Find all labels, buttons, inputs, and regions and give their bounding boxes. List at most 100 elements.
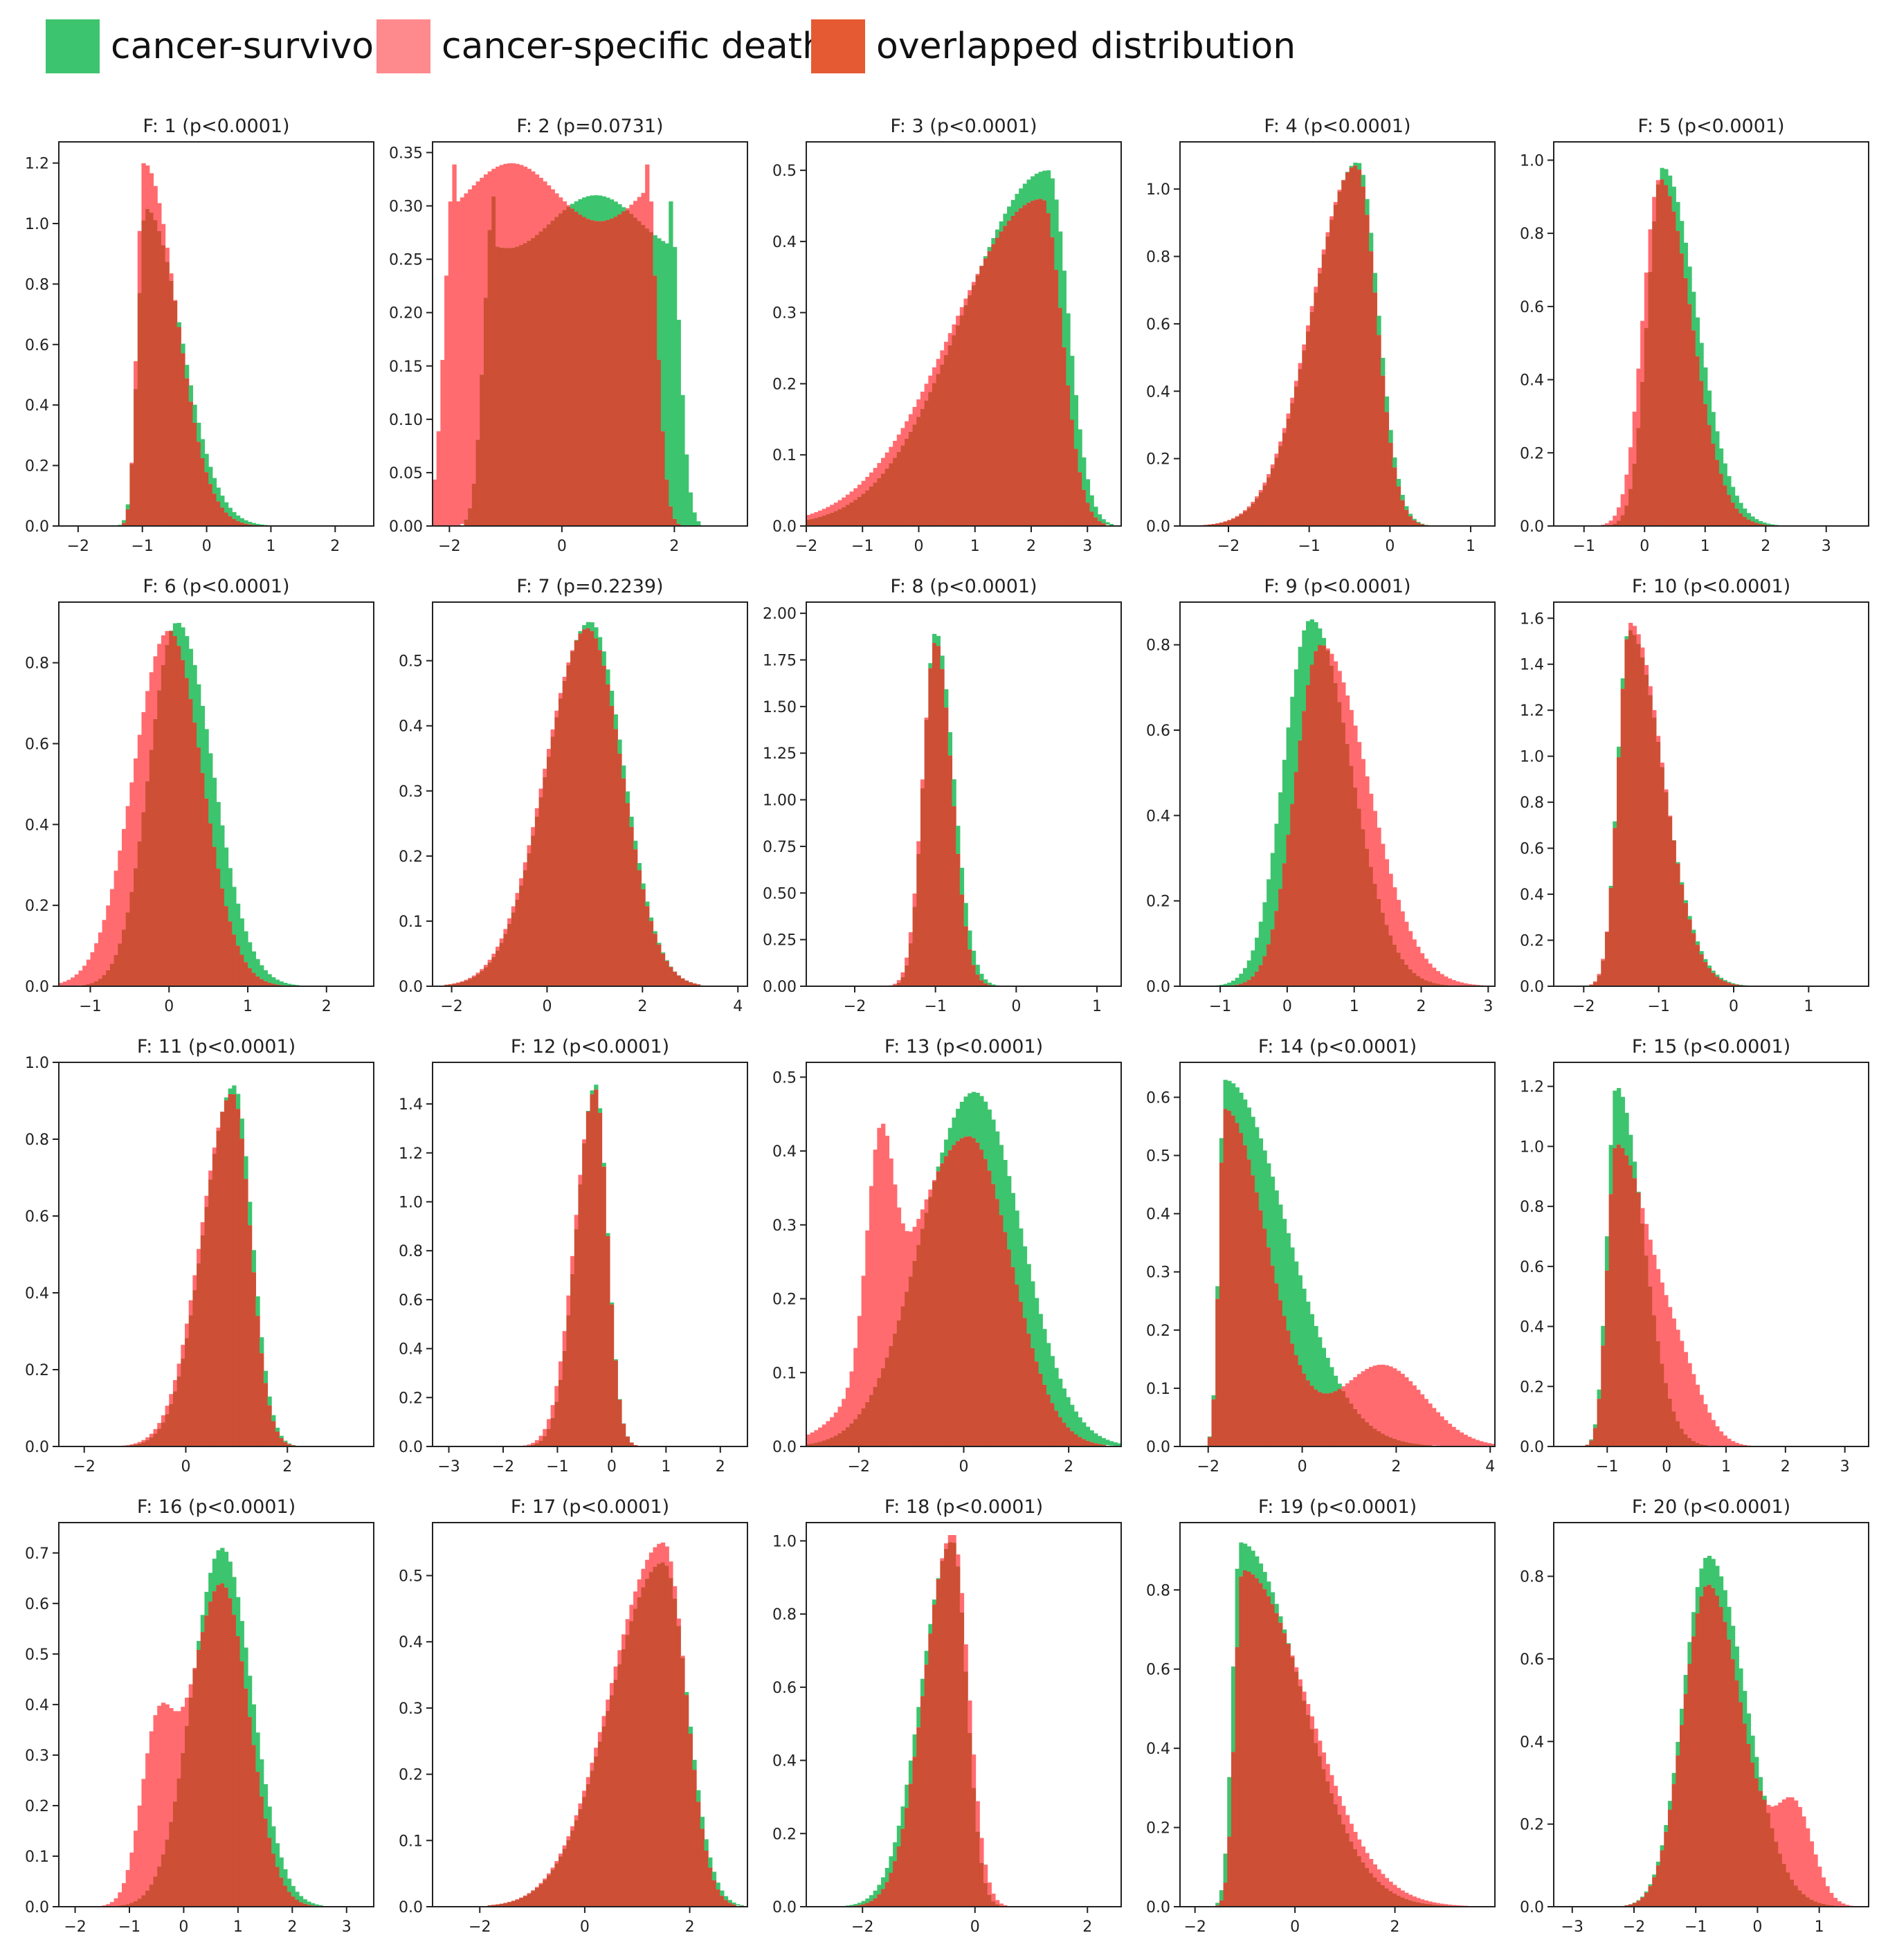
- histogram-bar-death: [1341, 1386, 1346, 1391]
- histogram-bar-death: [456, 201, 461, 526]
- histogram-bar-death: [968, 290, 972, 296]
- histogram-bar-overlap: [224, 1100, 229, 1446]
- histogram-bar-survivor: [1715, 1566, 1720, 1596]
- histogram-bar-death: [1770, 1806, 1775, 1829]
- histogram-bar-survivor: [1667, 175, 1673, 197]
- histogram-bar-overlap: [597, 650, 603, 986]
- histogram-bar-overlap: [696, 984, 701, 986]
- histogram-bar-overlap: [1687, 1664, 1692, 1907]
- histogram-bar-death: [157, 644, 162, 691]
- histogram-bar-overlap: [1227, 1836, 1232, 1907]
- histogram-bar-survivor: [1667, 1801, 1673, 1810]
- histogram-bar-overlap: [1321, 645, 1327, 986]
- histogram-bar-survivor: [669, 201, 673, 507]
- histogram-bar-overlap: [157, 230, 162, 526]
- histogram-bar-overlap: [814, 518, 819, 526]
- histogram-bar-survivor: [916, 1707, 921, 1727]
- histogram-bar-death: [1790, 1797, 1795, 1880]
- histogram-bar-death: [916, 399, 921, 417]
- histogram-bar-death: [582, 1790, 587, 1797]
- histogram-bar-overlap: [995, 237, 1000, 526]
- histogram-bar-overlap: [1412, 972, 1417, 986]
- histogram-bar-death: [550, 189, 555, 221]
- histogram-bar-overlap: [845, 1427, 851, 1446]
- histogram-bar-death: [1400, 1374, 1405, 1442]
- histogram-bar-survivor: [1711, 412, 1716, 444]
- histogram-bar-survivor: [1620, 1096, 1625, 1148]
- histogram-bar-overlap: [260, 1796, 264, 1907]
- histogram-bar-death: [562, 676, 567, 681]
- x-tick-label: 2: [1064, 1458, 1073, 1476]
- histogram-bar-overlap: [239, 1138, 244, 1446]
- histogram-bar-survivor: [1680, 1708, 1685, 1725]
- histogram-bar-overlap: [1207, 524, 1213, 526]
- histogram-bar-survivor: [893, 1842, 898, 1862]
- histogram-bar-death: [680, 1655, 685, 1658]
- histogram-bar-overlap: [979, 980, 984, 986]
- histogram-bar-overlap: [1309, 1386, 1314, 1446]
- histogram-bar-overlap: [534, 1887, 540, 1907]
- histogram-bar-survivor: [574, 639, 579, 641]
- histogram-bar-death: [1636, 368, 1641, 428]
- histogram-bar-overlap: [574, 1820, 579, 1907]
- histogram-bar-overlap: [145, 1440, 150, 1446]
- histogram-bar-overlap: [1655, 184, 1661, 526]
- subplot-title: F: 7 (p=0.2239): [516, 576, 663, 597]
- histogram-bar-death: [1286, 413, 1291, 419]
- subplot-8: F: 8 (p<0.0001)−2 −1 0 10.000.250.500.751.0…: [763, 576, 1122, 1015]
- histogram-bar-overlap: [263, 1383, 269, 1446]
- histogram-bar-overlap: [153, 1433, 158, 1446]
- histogram-bar-death: [814, 1430, 819, 1443]
- histogram-bar-overlap: [912, 1757, 917, 1907]
- histogram-bar-overlap: [924, 1664, 929, 1907]
- histogram-bar-overlap: [1255, 971, 1260, 986]
- plot-frame: [58, 141, 374, 527]
- histogram-bar-death: [956, 316, 961, 326]
- histogram-bar-death: [487, 959, 492, 963]
- histogram-bar-overlap: [633, 1608, 638, 1907]
- y-tick-label: 0.2: [25, 458, 49, 475]
- histogram-bar-death: [814, 512, 819, 518]
- histogram-bar-overlap: [1412, 1901, 1417, 1907]
- y-tick-label: 1.2: [25, 156, 49, 173]
- histogram-bar-overlap: [1377, 1431, 1381, 1446]
- histogram-bar-survivor: [125, 504, 130, 509]
- histogram-bar-overlap: [1022, 205, 1028, 526]
- histogram-bar-overlap: [511, 247, 516, 526]
- legend-swatch-death: [376, 19, 430, 73]
- histogram-bar-survivor: [968, 930, 972, 950]
- histogram-bar-overlap: [621, 211, 626, 526]
- histogram-bar-overlap: [932, 383, 937, 526]
- histogram-bar-survivor: [244, 931, 248, 963]
- histogram-bar-survivor: [947, 732, 953, 756]
- histogram-bar-overlap: [648, 920, 654, 986]
- histogram-bar-overlap: [1743, 516, 1748, 526]
- histogram-bar-overlap: [480, 971, 484, 986]
- histogram-bar-overlap: [641, 1587, 646, 1907]
- histogram-bar-survivor: [944, 689, 949, 708]
- histogram-bar-overlap: [1419, 978, 1425, 986]
- histogram-bar-overlap: [999, 231, 1004, 526]
- histogram-bar-overlap: [1652, 717, 1657, 986]
- histogram-bar-overlap: [601, 221, 606, 526]
- histogram-bar-overlap: [704, 1850, 709, 1907]
- histogram-bar-survivor: [1227, 1080, 1232, 1111]
- histogram-bar-overlap: [1392, 1893, 1397, 1907]
- histogram-bar-death: [1329, 216, 1334, 220]
- x-tick-label: 3: [342, 1918, 352, 1936]
- x-tick-label: 1: [243, 998, 253, 1015]
- histogram-bar-death: [499, 165, 504, 248]
- y-tick-label: 0.2: [772, 376, 797, 393]
- histogram-bar-overlap: [279, 1877, 284, 1907]
- histogram-bar-overlap: [1608, 887, 1613, 986]
- y-tick-label: 0.00: [763, 979, 797, 996]
- histogram-bar-overlap: [1015, 211, 1019, 526]
- histogram-bar-overlap: [625, 210, 630, 526]
- histogram-bar-overlap: [936, 374, 941, 526]
- y-tick-label: 0.1: [1146, 1381, 1170, 1398]
- histogram-bar-overlap: [1412, 520, 1417, 526]
- histogram-bar-death: [559, 1853, 563, 1857]
- histogram-bar-overlap: [1329, 1392, 1334, 1446]
- histogram-bar-death: [877, 1127, 882, 1378]
- histogram-bar-death: [1341, 682, 1346, 723]
